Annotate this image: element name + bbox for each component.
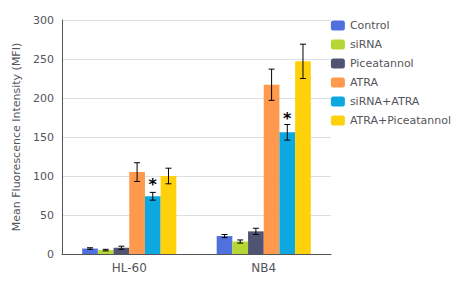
- svg-text:siRNA: siRNA: [350, 38, 383, 51]
- svg-text:300: 300: [33, 14, 54, 27]
- svg-text:ATRA: ATRA: [350, 76, 379, 89]
- svg-text:Control: Control: [350, 19, 390, 32]
- svg-text:0: 0: [47, 248, 54, 261]
- svg-text:Piceatannol: Piceatannol: [350, 57, 414, 70]
- svg-text:50: 50: [40, 209, 54, 222]
- svg-text:Mean Fluorescence Intensity (M: Mean Fluorescence Intensity (MFI): [10, 43, 23, 231]
- svg-text:200: 200: [33, 92, 54, 105]
- svg-text:150: 150: [33, 131, 54, 144]
- svg-text:ATRA+Piceatannol: ATRA+Piceatannol: [350, 114, 451, 127]
- svg-text:NB4: NB4: [251, 261, 276, 275]
- svg-text:siRNA+ATRA: siRNA+ATRA: [350, 95, 420, 108]
- svg-text:100: 100: [33, 170, 54, 183]
- svg-text:250: 250: [33, 53, 54, 66]
- svg-text:*: *: [149, 175, 158, 194]
- svg-text:HL-60: HL-60: [112, 261, 147, 275]
- svg-text:*: *: [283, 109, 292, 128]
